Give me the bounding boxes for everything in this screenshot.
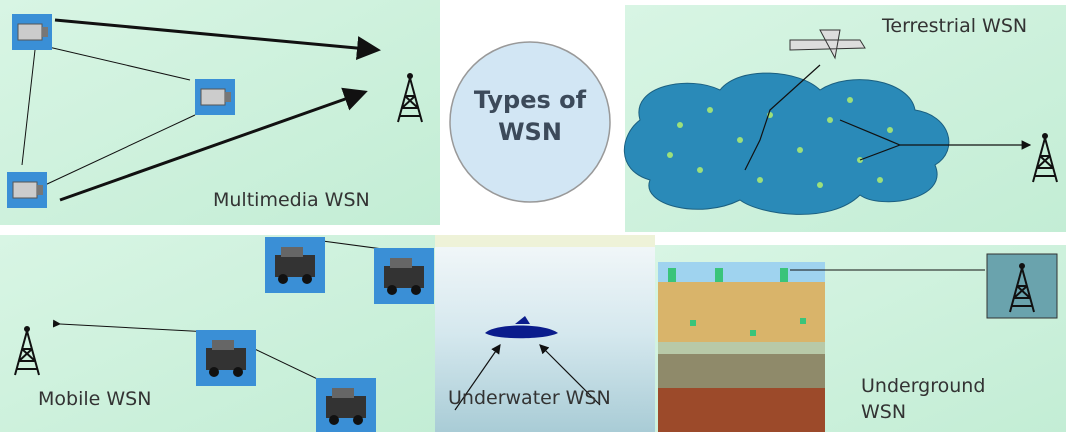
buried-sensors — [668, 268, 806, 336]
robot — [374, 248, 434, 304]
center-title: WSN — [498, 118, 562, 146]
camera — [6, 171, 48, 209]
terrestrial-links — [744, 64, 1032, 171]
surface — [435, 235, 655, 247]
camera — [11, 13, 53, 51]
cloud — [623, 72, 950, 215]
robot — [316, 378, 376, 432]
underwater-links — [454, 344, 601, 411]
robot — [196, 330, 256, 386]
soil-layer — [658, 282, 825, 342]
panel-label: Underground — [861, 375, 985, 397]
center-title: Types of — [474, 86, 587, 114]
sensor-nodes — [667, 97, 893, 188]
rock-layer — [658, 354, 825, 388]
center-circle — [449, 41, 611, 203]
panel-label: Underwater WSN — [448, 387, 611, 409]
camera — [194, 78, 236, 116]
panel-label: Terrestrial WSN — [881, 15, 1027, 37]
clay-layer — [658, 388, 825, 432]
panel-label: Mobile WSN — [38, 388, 151, 410]
submarine — [485, 316, 558, 339]
panel-label: Multimedia WSN — [213, 189, 370, 211]
robot — [265, 237, 325, 293]
panel-label: WSN — [861, 401, 906, 423]
sky — [658, 262, 825, 282]
airplane — [789, 29, 866, 60]
multimedia-links — [21, 18, 381, 202]
pipe-layer — [658, 342, 825, 354]
